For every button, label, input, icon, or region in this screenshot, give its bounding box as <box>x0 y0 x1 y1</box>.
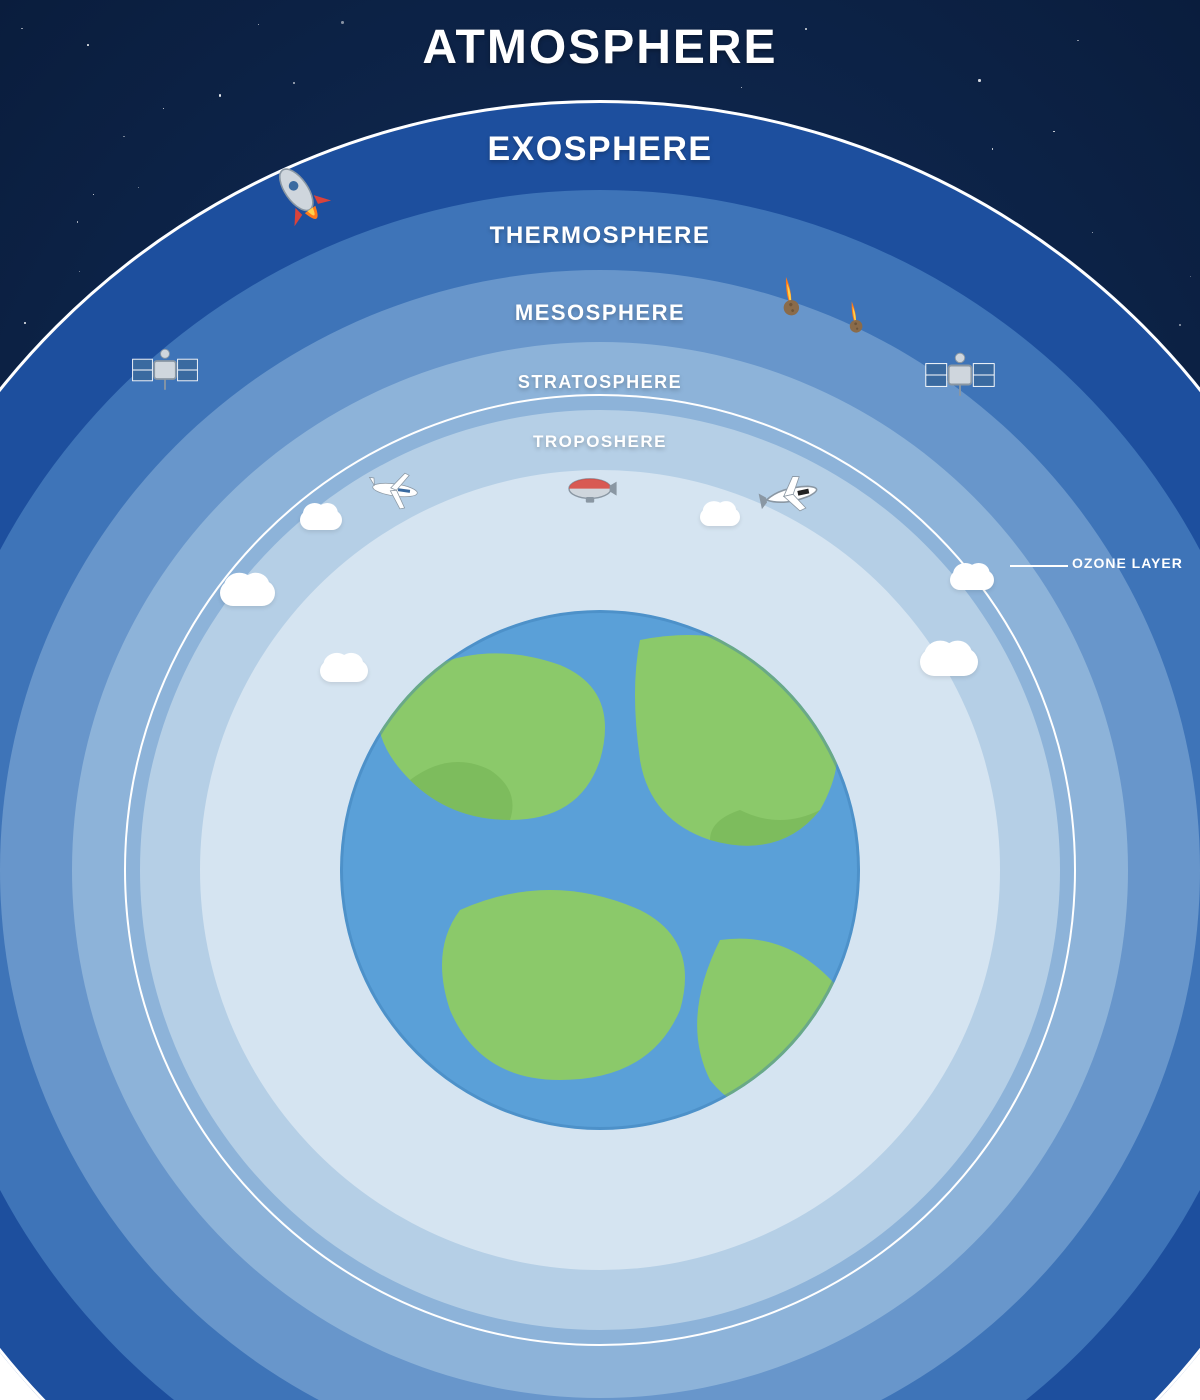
blimp-icon <box>555 455 625 525</box>
airplane-icon <box>353 448 438 533</box>
satellite1-icon <box>120 325 210 415</box>
ozone-layer-label: OZONE LAYER <box>1072 555 1183 571</box>
layer-label-thermosphere: THERMOSPHERE <box>490 222 711 250</box>
layer-label-mesosphere: MESOSPHERE <box>515 300 685 326</box>
layer-label-stratosphere: STRATOSPHERE <box>518 372 682 393</box>
layer-label-troposhere: TROPOSHERE <box>533 432 667 452</box>
satellite2-icon <box>913 328 1008 423</box>
diagram-title: ATMOSPHERE <box>422 20 777 75</box>
layer-label-exosphere: EXOSPHERE <box>487 130 712 169</box>
shuttle-icon <box>743 448 838 543</box>
